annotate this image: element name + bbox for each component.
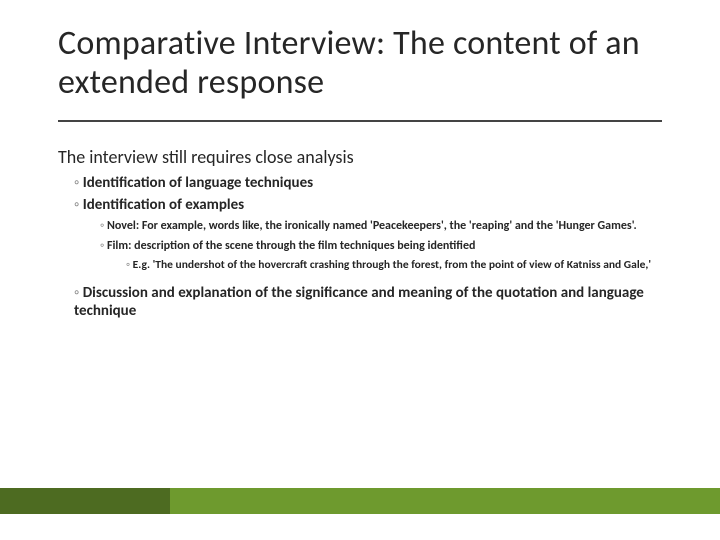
- bullet-lvl4: E.g. 'The undershot of the hovercraft cr…: [126, 258, 662, 274]
- slide-body: The interview still requires close analy…: [58, 146, 662, 324]
- footer-accent-bar: [0, 488, 720, 514]
- bullet-lvl3: Novel: For example, words like, the iron…: [100, 218, 662, 234]
- title-underline: [58, 120, 662, 122]
- bullet-lvl2: Discussion and explanation of the signif…: [74, 284, 662, 320]
- slide: Comparative Interview: The content of an…: [0, 0, 720, 540]
- lead-text: The interview still requires close analy…: [58, 146, 662, 168]
- slide-title: Comparative Interview: The content of an…: [58, 24, 668, 102]
- bullet-lvl2: Identification of language techniques: [74, 174, 662, 192]
- bullet-lvl3: Film: description of the scene through t…: [100, 238, 662, 254]
- bullet-lvl2: Identification of examples: [74, 196, 662, 214]
